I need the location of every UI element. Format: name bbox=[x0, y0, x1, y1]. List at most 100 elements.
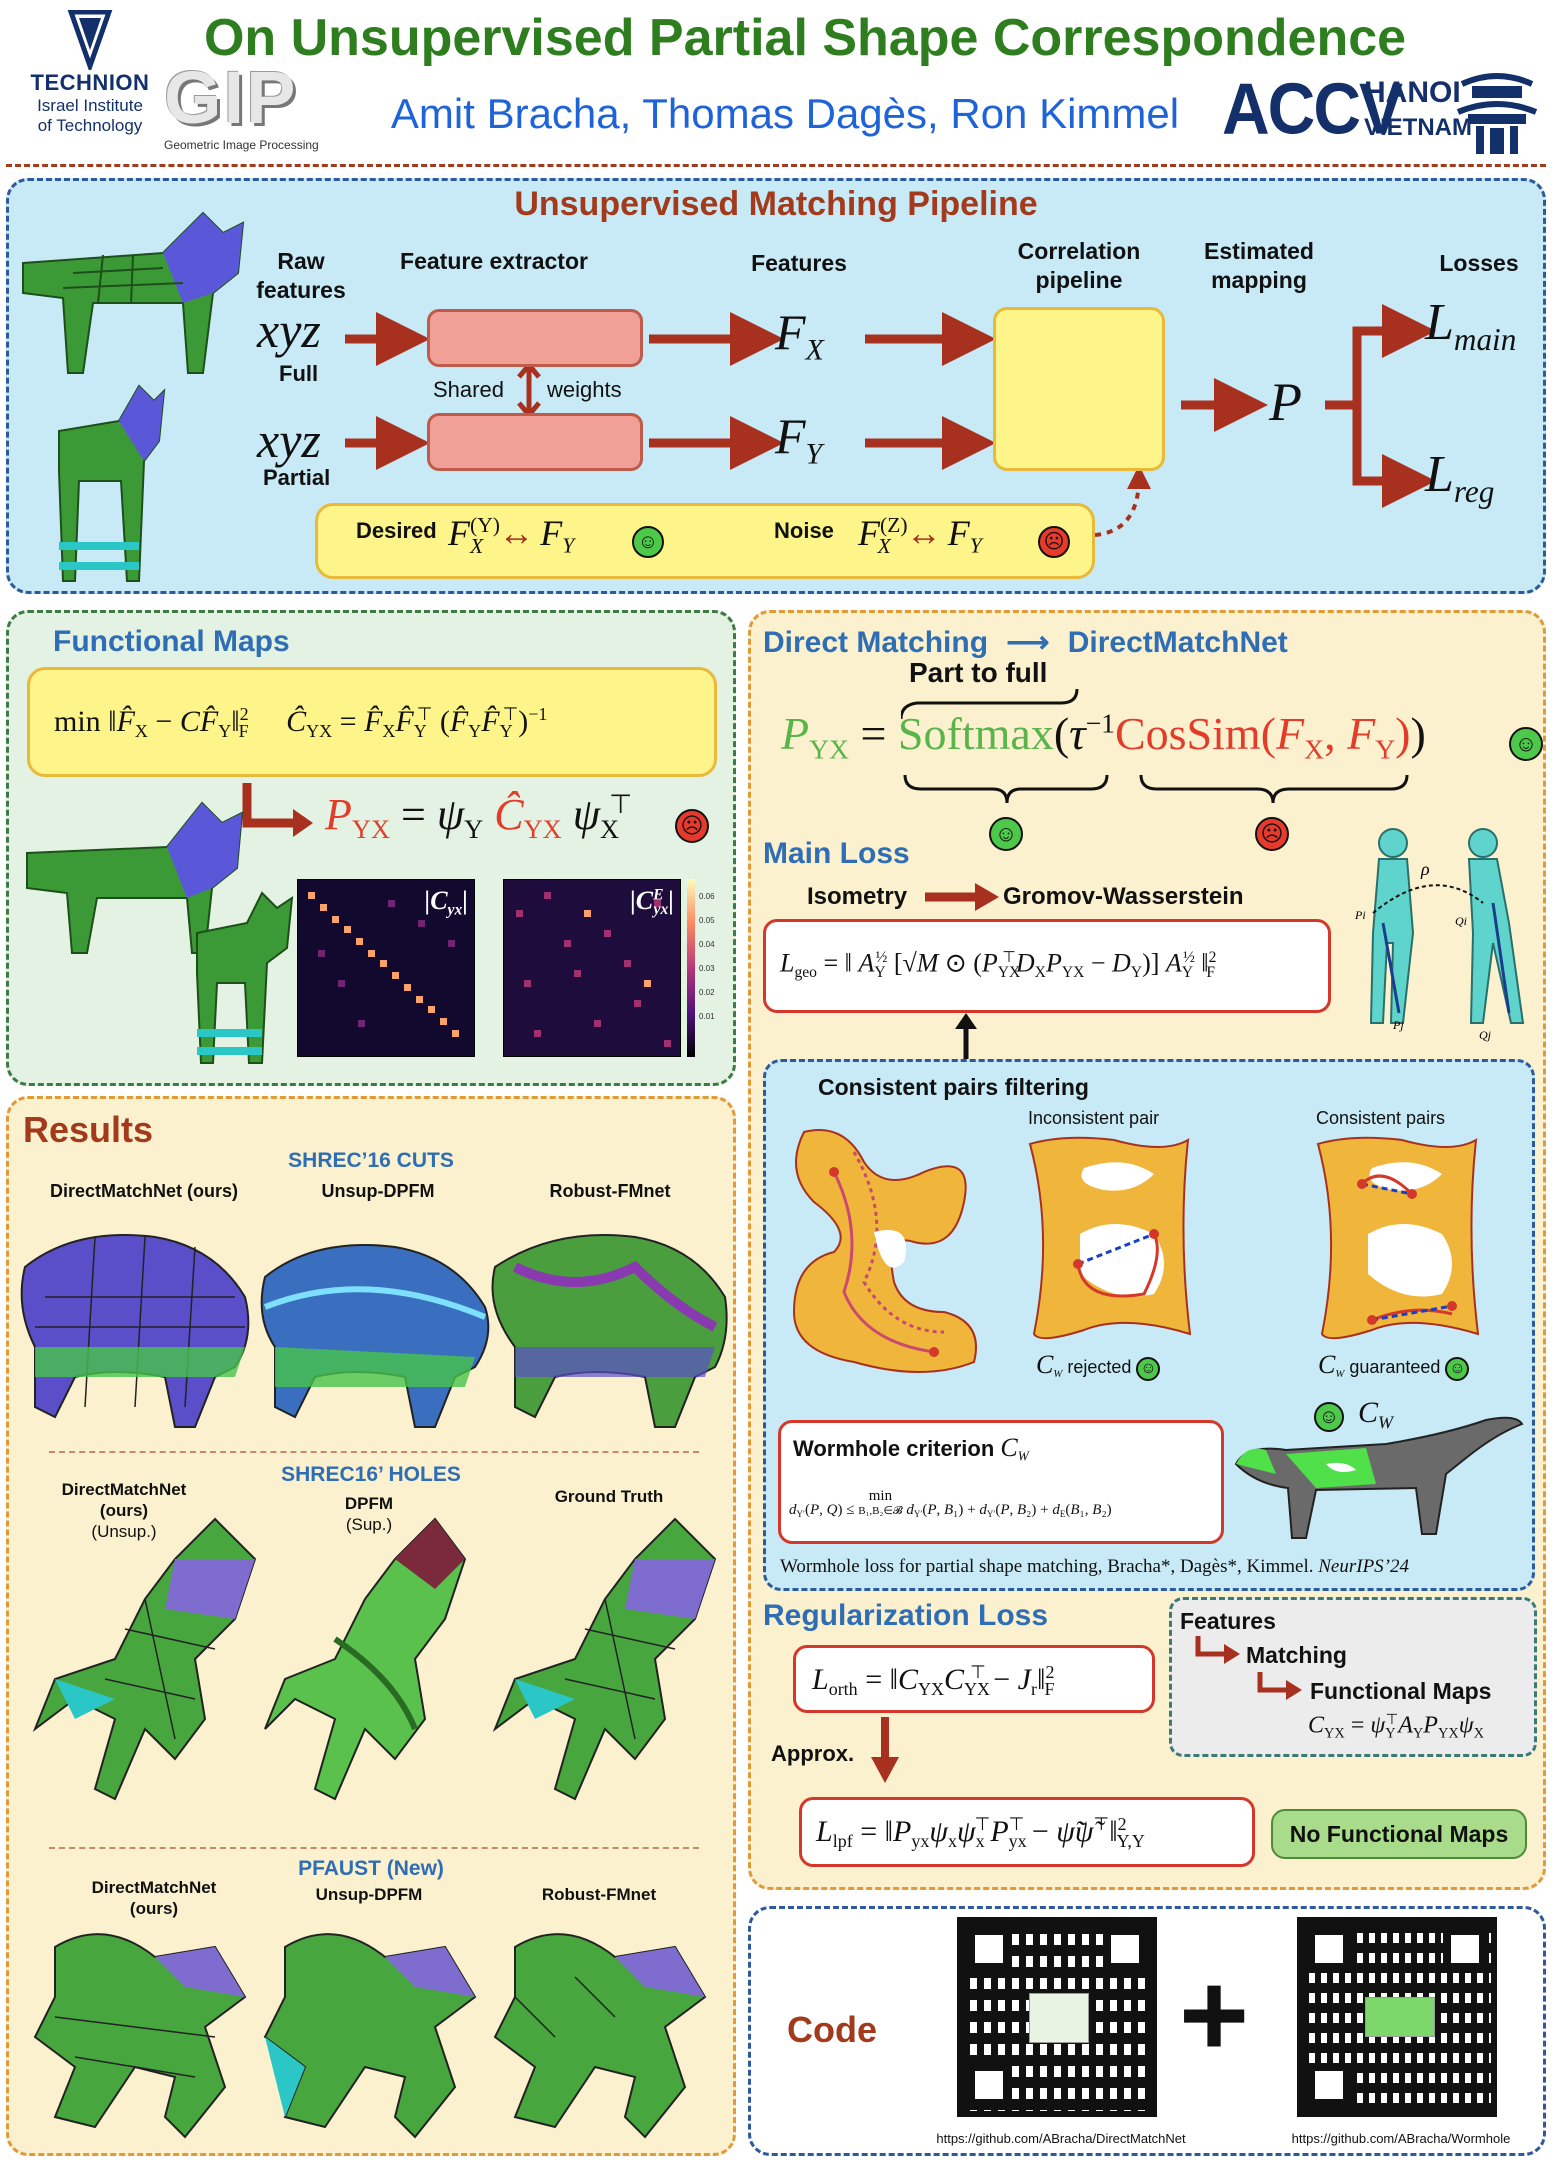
desired-label: Desired bbox=[356, 518, 437, 543]
lorth-formula: Lorth = ‖CYXCYX⊤ − Jr‖2F bbox=[812, 1662, 1055, 1700]
poster-authors: Amit Bracha, Thomas Dagès, Ron Kimmel bbox=[390, 90, 1180, 137]
consistent-label: Consistent pairs bbox=[1316, 1108, 1446, 1128]
part-to-full-label: Part to full bbox=[909, 657, 1048, 688]
happy-face-icon: ☺ bbox=[989, 817, 1023, 851]
desired-noise-box: Desired F(Y)X ↔ FY ☺ Noise F(Z)X ↔ FY ☹ bbox=[315, 503, 1095, 579]
code-plus: + bbox=[1179, 1948, 1250, 2082]
lgeo-up-arrow bbox=[955, 1013, 977, 1059]
row3-label-b: Unsup-DPFM bbox=[315, 1885, 423, 1904]
inconsistent-pair-diagram bbox=[1028, 1136, 1192, 1340]
shrec-holes-label: SHREC16’ HOLES bbox=[281, 1463, 461, 1486]
heatmap-cyx-e-cells bbox=[516, 892, 671, 1047]
happy-face-icon: ☺ bbox=[1136, 1357, 1161, 1381]
fmaps-cat-mesh bbox=[26, 801, 294, 1064]
code-url-2[interactable]: https://github.com/ABracha/Wormhole bbox=[1291, 2131, 1511, 2146]
fmaps-title: Functional Maps bbox=[53, 625, 290, 658]
qr-wormhole[interactable] bbox=[1297, 1917, 1497, 2117]
qr-finder bbox=[1103, 1927, 1147, 1971]
noise-formula: F(Z)X ↔ FY bbox=[858, 513, 982, 558]
technion-logo: TECHNION Israel Institute of Technology bbox=[20, 10, 160, 155]
qr-finder bbox=[1443, 1927, 1487, 1971]
technion-sub1: Israel Institute bbox=[37, 96, 143, 115]
row3-meshes bbox=[33, 1933, 707, 2139]
row2-label-c: Ground Truth bbox=[554, 1487, 664, 1506]
gip-logo-mark: GIP bbox=[164, 56, 298, 139]
correlation-box bbox=[993, 307, 1165, 471]
colorbar-tick: 0.01 bbox=[699, 1012, 715, 1021]
consistent-title: Consistent pairs filtering bbox=[818, 1074, 1089, 1100]
xyz-full: xyz bbox=[257, 302, 321, 358]
gw-label: Gromov-Wasserstein bbox=[1003, 883, 1244, 910]
partial-label: Partial bbox=[263, 465, 331, 490]
consistent-panel: Consistent pairs filtering Inconsistent … bbox=[763, 1059, 1535, 1591]
wormhole-cat-mesh bbox=[1234, 1416, 1524, 1539]
reg-hierarchy-box: Features Matching Functional Maps CYX = … bbox=[1169, 1597, 1537, 1757]
qr-finder bbox=[967, 2063, 1011, 2107]
estimated-p: P bbox=[1269, 372, 1302, 432]
header-divider bbox=[6, 164, 1546, 168]
accv-text: ACCV bbox=[1222, 67, 1403, 149]
row3-label-a: DirectMatchNet (ours) bbox=[91, 1878, 217, 1918]
rho-symbol: ρ bbox=[1420, 859, 1430, 879]
row2-label-b: DPFM (Sup.) bbox=[344, 1494, 394, 1534]
weights-label: weights bbox=[547, 377, 622, 402]
happy-face-icon: ☺ bbox=[1445, 1357, 1470, 1381]
inconsistent-label: Inconsistent pair bbox=[1028, 1108, 1160, 1128]
poster-title: On Unsupervised Partial Shape Correspond… bbox=[203, 9, 1407, 67]
heatmap-colorbar bbox=[687, 879, 695, 1057]
sad-face-icon: ☹ bbox=[675, 809, 709, 843]
losses-label: Losses bbox=[1439, 250, 1519, 276]
sad-face-icon: ☹ bbox=[1038, 526, 1070, 558]
technion-emblem-icon bbox=[67, 10, 113, 70]
consistent-pairs-diagram bbox=[1316, 1136, 1480, 1340]
code-url-1[interactable]: https://github.com/ABracha/DirectMatchNe… bbox=[936, 2131, 1186, 2146]
llpf-box: Llpf = ‖Pyxψxψx⊤Pyx⊤ − ψ̃ψ̃⊤‖2Y,Y bbox=[799, 1797, 1255, 1867]
heatmap-cyx-e: |CEyx| bbox=[503, 879, 681, 1057]
lgeo-box: Lgeo = ‖ AY½ [√M ⊙ (PYX⊤DXPYX − DY)] AY½… bbox=[763, 919, 1331, 1013]
results-title: Results bbox=[23, 1109, 154, 1150]
accv-logo: ACCV HANOI VIETNAM bbox=[1222, 67, 1542, 160]
svg-text:Qj: Qj bbox=[1479, 1028, 1492, 1042]
happy-face-icon: ☺ bbox=[632, 526, 664, 558]
row1-label-a: DirectMatchNet (ours) bbox=[49, 1181, 239, 1201]
guaranteed-label: CW guaranteed ☺ bbox=[1318, 1350, 1470, 1381]
row2-meshes bbox=[32, 1517, 717, 1801]
main-loss-title: Main Loss bbox=[763, 837, 910, 870]
technion-sub2: of Technology bbox=[37, 116, 143, 135]
pipeline-panel: Unsupervised Matching Pipeline Raw featu… bbox=[6, 178, 1546, 594]
features-label: Features bbox=[751, 250, 847, 276]
wormhole-formula: dY′(P, Q) ≤ min B₁,B₂∈𝓑 dY′(P, B₁) + dY′(… bbox=[789, 1488, 1112, 1520]
qr-finder bbox=[967, 1927, 1011, 1971]
correlation-label: Correlation pipeline bbox=[1017, 238, 1141, 293]
colorbar-tick: 0.02 bbox=[699, 988, 715, 997]
direct-title: Direct Matching ⟶ DirectMatchNet bbox=[763, 626, 1288, 659]
lgeo-formula: Lgeo = ‖ AY½ [√M ⊙ (PYX⊤DXPYX − DY)] AY½… bbox=[780, 948, 1217, 981]
feature-fy: FY bbox=[775, 408, 823, 471]
gip-caption: Geometric Image Processing bbox=[164, 138, 319, 152]
direct-braces bbox=[901, 688, 1409, 804]
code-panel: Code + https://github.com/ABracha/Direct… bbox=[748, 1906, 1546, 2156]
pfaust-label: PFAUST (New) bbox=[298, 1857, 444, 1880]
wormhole-cw-label: CW bbox=[1358, 1396, 1394, 1433]
qr-directmatchnet[interactable] bbox=[957, 1917, 1157, 2117]
fmaps-panel: Functional Maps min ‖F̂X − CF̂Y‖2F ĈYX =… bbox=[6, 610, 736, 1086]
direct-panel: Direct Matching ⟶ DirectMatchNet Part to… bbox=[748, 610, 1546, 1890]
svg-text:Pi: Pi bbox=[1354, 908, 1366, 922]
no-fmaps-badge: No Functional Maps bbox=[1271, 1809, 1527, 1859]
noise-feedback-arrow bbox=[1094, 465, 1151, 537]
gip-logo: GIP Geometric Image Processing bbox=[164, 58, 324, 158]
noise-label: Noise bbox=[774, 518, 834, 543]
qr-finder bbox=[1307, 2063, 1351, 2107]
technion-name: TECHNION bbox=[30, 70, 150, 95]
heatmap-cyx-label: |Cyx| bbox=[424, 886, 468, 919]
rejected-label: CW rejected ☺ bbox=[1036, 1350, 1161, 1381]
pagoda-icon bbox=[1456, 73, 1538, 154]
feature-fx: FX bbox=[775, 304, 824, 367]
reg-arrow-1 bbox=[1195, 1636, 1240, 1664]
pipeline-title: Unsupervised Matching Pipeline bbox=[514, 185, 1038, 223]
qr-finder bbox=[1307, 1927, 1351, 1971]
approx-label: Approx. bbox=[771, 1741, 855, 1766]
accv-country: VIETNAM bbox=[1364, 114, 1472, 141]
fmaps-arrow bbox=[242, 783, 313, 837]
svg-text:Pj: Pj bbox=[1392, 1018, 1404, 1032]
